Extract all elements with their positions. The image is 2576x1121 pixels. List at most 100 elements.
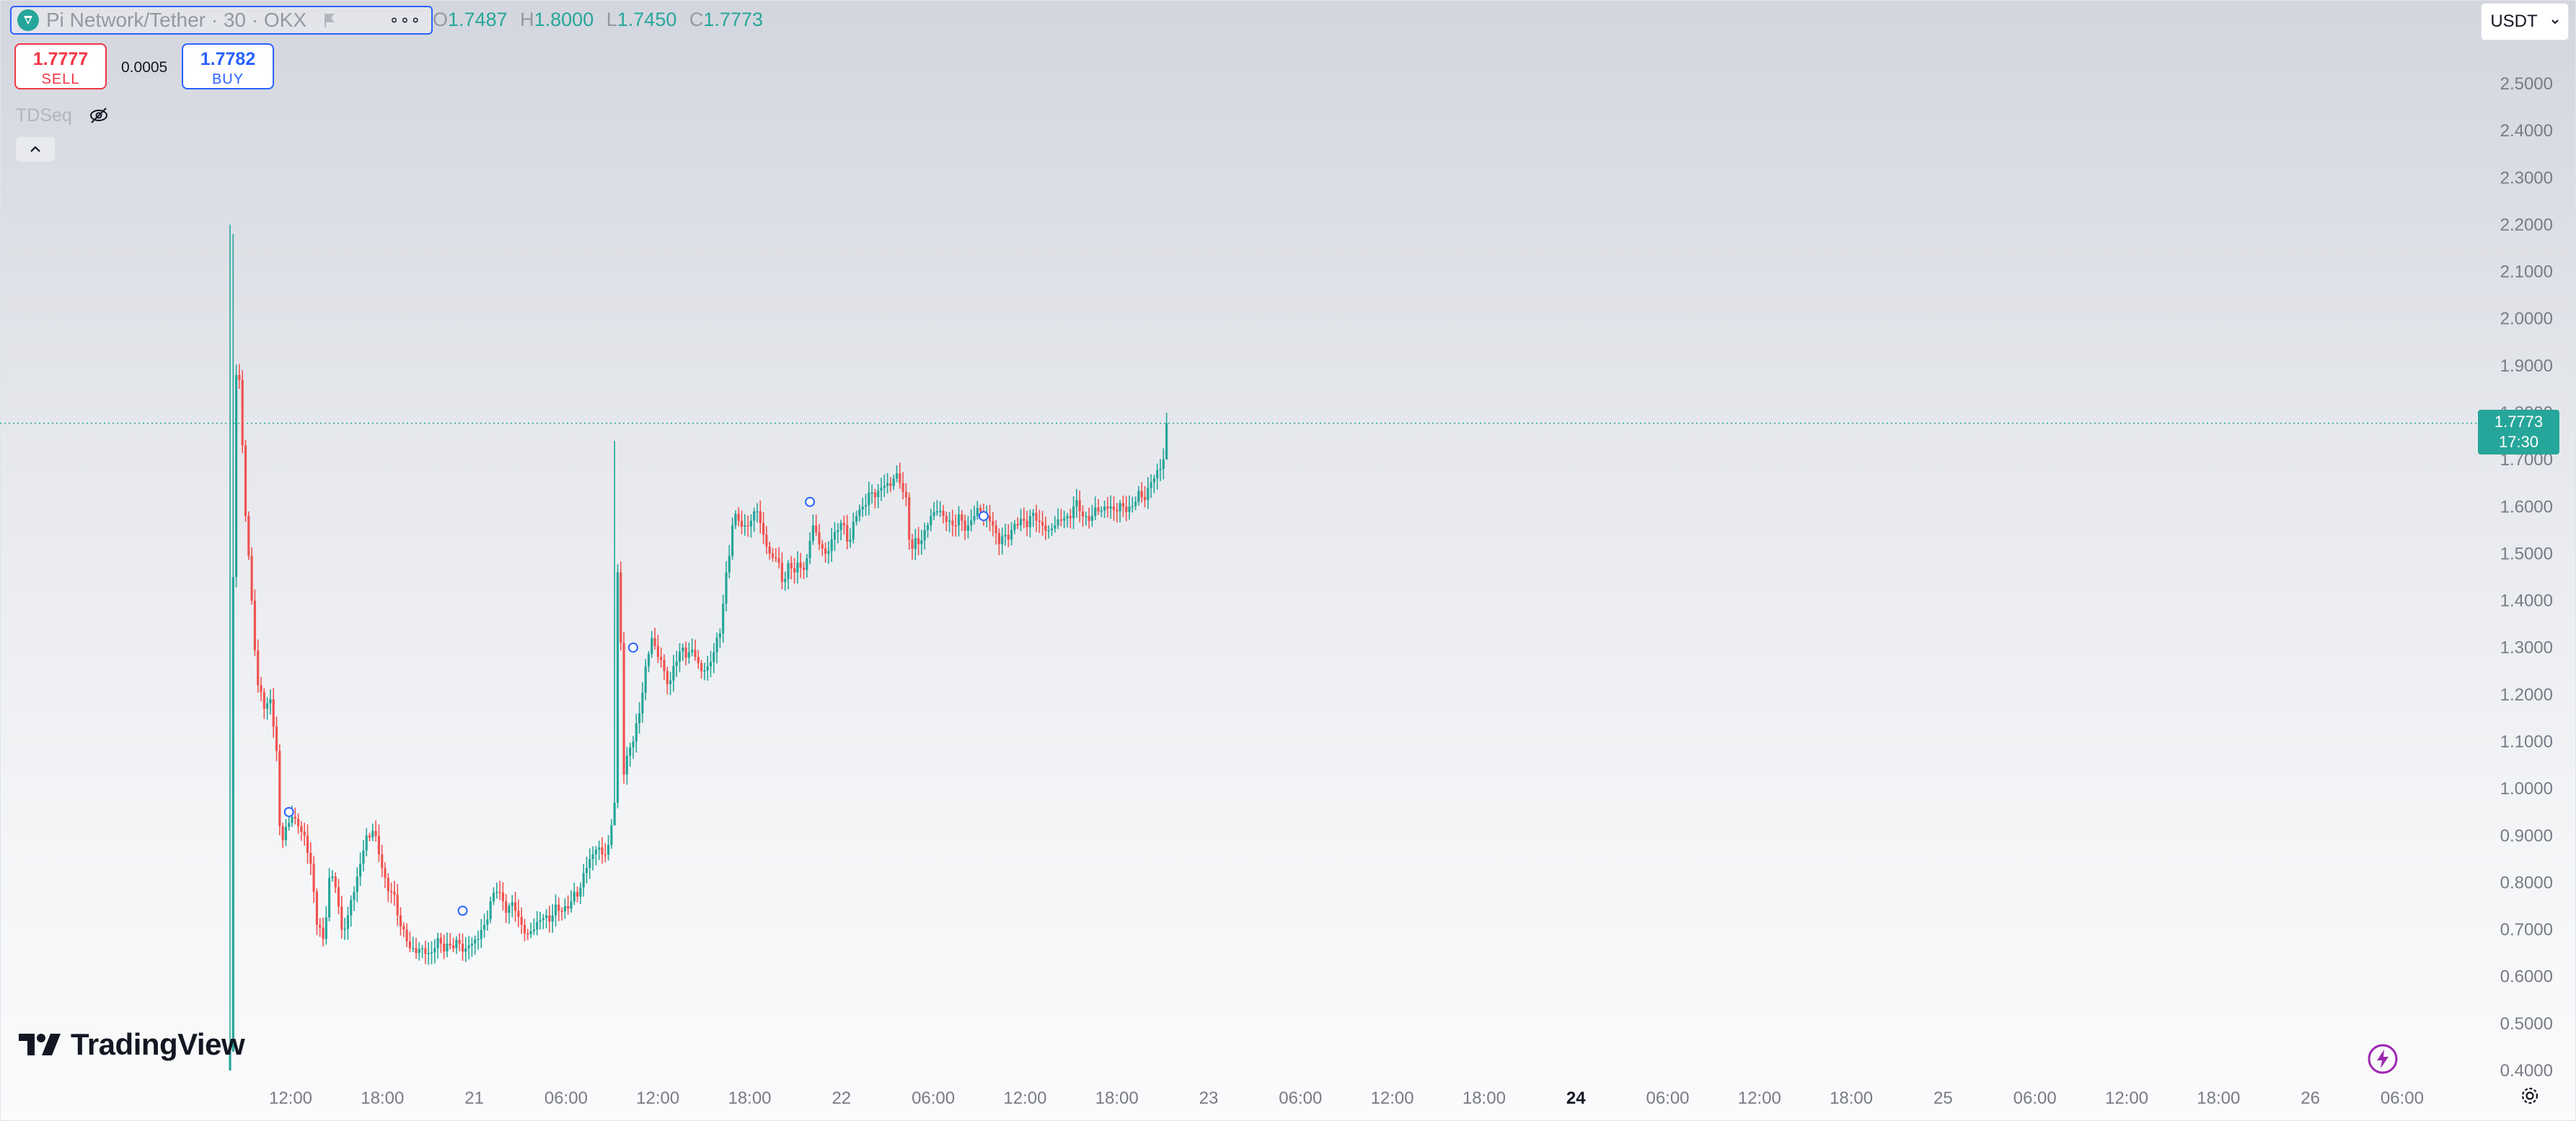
sell-price: 1.7777 bbox=[32, 49, 89, 69]
candle-body bbox=[920, 540, 923, 545]
candle-body bbox=[790, 563, 793, 568]
candle-body bbox=[439, 938, 442, 944]
candle-body bbox=[377, 835, 380, 855]
candle-body bbox=[374, 830, 377, 836]
candle-body bbox=[591, 854, 594, 859]
candle-body bbox=[992, 521, 994, 526]
candle-body bbox=[412, 948, 415, 949]
candle-body bbox=[796, 562, 799, 573]
flag-icon[interactable] bbox=[321, 12, 338, 29]
candle-body bbox=[1106, 506, 1109, 509]
candle-body bbox=[663, 660, 666, 672]
candle-body bbox=[759, 511, 762, 524]
y-tick-label: 1.5000 bbox=[2500, 544, 2553, 563]
candle-body bbox=[1159, 469, 1162, 470]
lightning-icon[interactable] bbox=[2367, 1043, 2399, 1075]
candle-body bbox=[1050, 528, 1054, 530]
y-tick-label: 2.3000 bbox=[2500, 168, 2553, 188]
more-icon[interactable]: ∘∘∘ bbox=[389, 11, 421, 29]
buy-button[interactable]: 1.7782 BUY bbox=[182, 43, 274, 89]
candle-body bbox=[749, 520, 752, 527]
collapse-button[interactable] bbox=[16, 137, 55, 162]
candle-body bbox=[368, 835, 371, 838]
candle-body bbox=[1147, 488, 1150, 501]
candle-body bbox=[1090, 516, 1093, 521]
candle-body bbox=[408, 941, 411, 949]
candle-body bbox=[300, 826, 303, 832]
candle-body bbox=[1028, 516, 1031, 527]
candle-body bbox=[1150, 482, 1152, 488]
candle-body bbox=[526, 933, 529, 935]
candle-body bbox=[1097, 507, 1100, 511]
candle-body bbox=[557, 904, 560, 911]
candle-body bbox=[315, 892, 318, 926]
currency-dropdown[interactable]: USDT bbox=[2481, 3, 2569, 40]
candle-body bbox=[873, 492, 876, 498]
candle-body bbox=[917, 538, 920, 545]
candle-body bbox=[1044, 525, 1047, 531]
candle-body bbox=[713, 652, 715, 662]
candle-body bbox=[1004, 535, 1007, 537]
candle-body bbox=[904, 491, 907, 498]
candle-body bbox=[1152, 478, 1155, 483]
high-key: H bbox=[520, 9, 534, 30]
symbol-title[interactable]: Pi Network/Tether · 30 · OKX bbox=[46, 9, 307, 31]
candle-body bbox=[470, 944, 473, 946]
x-tick-label: 06:00 bbox=[1279, 1089, 1322, 1108]
candle-body bbox=[877, 491, 880, 498]
last-price-value: 1.7773 bbox=[2494, 413, 2544, 431]
candle-body bbox=[607, 845, 610, 855]
candle-body bbox=[362, 850, 365, 864]
candle-body bbox=[706, 666, 709, 671]
candle-body bbox=[579, 887, 582, 897]
pi-coin-icon bbox=[17, 9, 39, 31]
candle-body bbox=[629, 747, 632, 756]
candle-body bbox=[1038, 520, 1041, 522]
candle-body bbox=[275, 726, 278, 752]
candle-body bbox=[418, 949, 420, 954]
candle-body bbox=[325, 917, 327, 939]
open-value: 1.7487 bbox=[448, 9, 508, 30]
settings-icon[interactable] bbox=[2519, 1085, 2541, 1107]
indicator-name[interactable]: TDSeq bbox=[16, 105, 72, 126]
candle-body bbox=[833, 532, 837, 540]
candle-body bbox=[359, 863, 362, 877]
candle-body bbox=[492, 892, 495, 902]
candle-body bbox=[1125, 506, 1128, 512]
candle-body bbox=[328, 877, 331, 918]
x-tick-label: 18:00 bbox=[1830, 1089, 1873, 1108]
candle-body bbox=[399, 915, 402, 927]
symbol-legend[interactable]: Pi Network/Tether · 30 · OKX ∘∘∘ bbox=[10, 6, 433, 35]
candle-body bbox=[266, 703, 269, 709]
candle-body bbox=[784, 579, 787, 582]
candle-body bbox=[930, 516, 932, 526]
tradingview-logo[interactable]: TradingView bbox=[19, 1027, 245, 1062]
candle-body bbox=[511, 902, 513, 906]
x-tick-label: 22 bbox=[832, 1089, 851, 1108]
candle-body bbox=[815, 525, 818, 532]
y-tick-label: 0.9000 bbox=[2500, 826, 2553, 845]
x-tick-label: 12:00 bbox=[1003, 1089, 1046, 1108]
candle-body bbox=[554, 904, 557, 916]
candle-body bbox=[753, 511, 756, 521]
sell-button[interactable]: 1.7777 SELL bbox=[14, 43, 107, 89]
candle-body bbox=[563, 906, 566, 912]
candle-body bbox=[1162, 460, 1165, 470]
candle-body bbox=[257, 650, 260, 685]
y-tick-label: 1.2000 bbox=[2500, 685, 2553, 705]
candle-body bbox=[601, 847, 604, 855]
eye-crossed-icon[interactable] bbox=[88, 105, 110, 126]
candle-body bbox=[740, 520, 744, 527]
candle-body bbox=[793, 568, 796, 573]
candle-body bbox=[722, 603, 725, 634]
candle-body bbox=[281, 826, 284, 840]
candle-body bbox=[520, 916, 523, 926]
candle-body bbox=[858, 509, 861, 516]
candle-body bbox=[762, 523, 765, 535]
candle-body bbox=[284, 827, 287, 840]
candle-body bbox=[542, 918, 544, 920]
candle-body bbox=[901, 483, 904, 492]
x-tick-label: 12:00 bbox=[636, 1089, 679, 1108]
candle-body bbox=[861, 506, 864, 510]
